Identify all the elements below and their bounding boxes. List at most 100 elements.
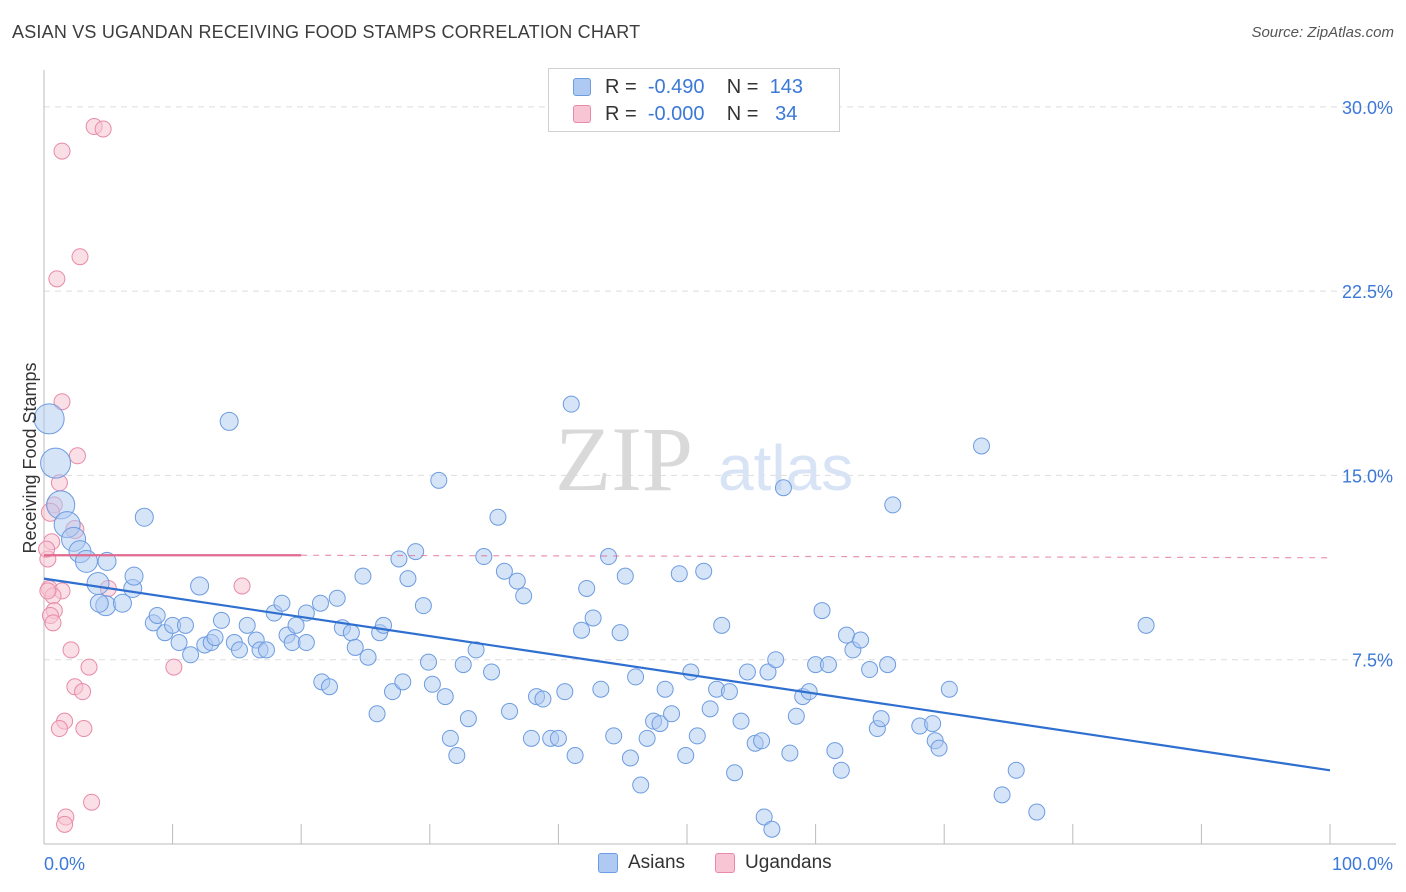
asian-point [354, 567, 372, 585]
asian-point [767, 651, 785, 669]
legend-n-value: 143 [769, 75, 803, 98]
trend-lines [43, 554, 1331, 772]
asian-point [852, 631, 870, 649]
asian-point [33, 403, 65, 435]
asian-point [273, 594, 291, 612]
asian-point [206, 629, 224, 647]
asian-point [924, 715, 942, 733]
asian-point [134, 507, 154, 527]
asian-point [556, 683, 574, 701]
asian-point [219, 411, 239, 431]
series-asians [33, 395, 1155, 838]
gridlines [44, 106, 1396, 661]
asian-point [562, 395, 580, 413]
asian-point [837, 626, 855, 644]
asian-point [627, 668, 645, 686]
chart-title: ASIAN VS UGANDAN RECEIVING FOOD STAMPS C… [12, 22, 641, 42]
legend-r-label: R = [605, 102, 637, 125]
asian-point [713, 616, 731, 634]
asian-point [813, 602, 831, 620]
asian-point [283, 634, 301, 652]
series-legend: Asians Ugandans [598, 852, 832, 874]
asian-point [124, 566, 144, 586]
asian-point [832, 761, 850, 779]
asian-point [638, 729, 656, 747]
asian-point [257, 641, 275, 659]
ugandan-point [53, 393, 71, 411]
asian-point [420, 653, 438, 671]
y-tick-label: 15.0% [1342, 466, 1393, 486]
asian-point [656, 680, 674, 698]
asian-point [670, 565, 688, 583]
asian-point [97, 551, 117, 571]
asian-point [651, 715, 669, 733]
asian-point [483, 663, 501, 681]
asian-point [701, 700, 719, 718]
correlation-legend: R = -0.490 N = 143 R = -0.000 N = 34 [548, 68, 840, 132]
legend-label-ugandans: Ugandans [745, 852, 832, 873]
asian-point [230, 641, 248, 659]
y-tick-label: 7.5% [1352, 651, 1393, 671]
x-tick-labels: 0.0% 100.0% [44, 854, 1393, 874]
asian-point [566, 747, 584, 765]
asian-point [695, 562, 713, 580]
y-tick-labels: 7.5% 15.0% 22.5% 30.0% [1342, 98, 1393, 671]
asian-point [1007, 761, 1025, 779]
asian-point [368, 705, 386, 723]
asian-point [112, 593, 132, 613]
ugandan-point [44, 614, 62, 632]
asian-point [549, 729, 567, 747]
asian-point [384, 683, 402, 701]
asian-point [534, 690, 552, 708]
legend-label-asians: Asians [628, 852, 686, 873]
asian-point [238, 616, 256, 634]
legend-swatch-asians [573, 78, 591, 96]
ugandan-point [39, 582, 57, 600]
series-ugandans [38, 118, 251, 833]
asian-point [611, 624, 629, 642]
ugandan-point [68, 447, 86, 465]
y-axis-label: Receiving Food Stamps [20, 362, 40, 553]
asian-point [774, 479, 792, 497]
asian-point [753, 732, 771, 750]
ugandan-point [50, 720, 68, 738]
asian-point [861, 661, 879, 679]
asian-point [616, 567, 634, 585]
asian-point [508, 572, 526, 590]
asian-point [40, 447, 72, 479]
asian-point [578, 579, 596, 597]
asian-point [430, 471, 448, 489]
legend-n-value: 34 [775, 102, 798, 125]
asian-point [1137, 616, 1155, 634]
asian-point [763, 820, 781, 838]
asian-point [732, 712, 750, 730]
asian-point [407, 543, 425, 561]
asian-point [448, 747, 466, 765]
asian-point [759, 663, 777, 681]
asian-point [738, 663, 756, 681]
asian-point [399, 570, 417, 588]
asian-point [342, 624, 360, 642]
asian-point [390, 550, 408, 568]
asian-point [328, 589, 346, 607]
legend-row-ugandans: R = -0.000 N = 34 [573, 101, 797, 127]
source-label: Source: ZipAtlas.com [1251, 24, 1394, 41]
asian-point [311, 594, 329, 612]
asian-point [663, 705, 681, 723]
asian-point [884, 496, 902, 514]
ugandan-point [56, 815, 74, 833]
asian-point [182, 646, 200, 664]
asian-trend-line [43, 577, 1331, 772]
asian-point [459, 710, 477, 728]
asian-point [495, 562, 513, 580]
asian-point [573, 621, 591, 639]
ugandan-point [233, 577, 251, 595]
asian-point [212, 611, 230, 629]
asian-point [176, 616, 194, 634]
asian-point [441, 729, 459, 747]
asian-point [475, 548, 493, 566]
legend-swatch-ugandans [573, 105, 591, 123]
x-tick-label: 0.0% [44, 854, 85, 874]
asian-point [677, 747, 695, 765]
